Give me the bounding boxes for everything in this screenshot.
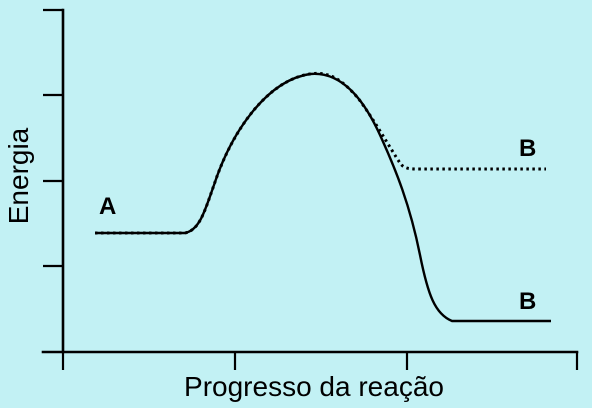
y-axis-title: Energia (3, 127, 34, 224)
solid-reaction-curve (95, 72, 551, 323)
label-b-high: B (519, 135, 536, 162)
dotted-reaction-curve (95, 71, 546, 235)
x-axis-title: Progresso da reação (184, 371, 444, 402)
label-b-low: B (519, 288, 536, 315)
label-a: A (99, 193, 116, 220)
